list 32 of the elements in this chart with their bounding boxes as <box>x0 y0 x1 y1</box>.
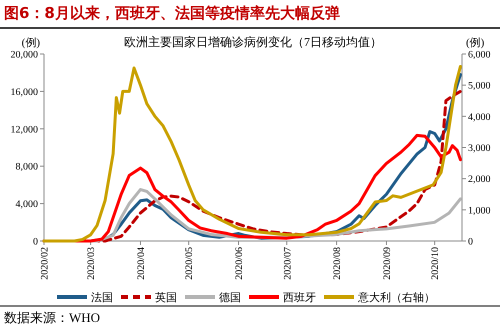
y2-tick-label: 2,000 <box>468 174 490 186</box>
y2-tick-label: 1,000 <box>468 205 490 216</box>
y-axis-title: (例) <box>22 37 40 49</box>
legend-label: 西班牙 <box>283 290 316 304</box>
legend-label: 德国 <box>219 292 241 304</box>
x-tick-label: 2020/06 <box>234 247 246 280</box>
y-tick-label: 16,000 <box>10 86 38 98</box>
y2-axis-title: (例) <box>466 37 485 49</box>
y-tick-label: 8,000 <box>16 162 38 173</box>
x-tick-label: 2020/09 <box>382 247 393 280</box>
legend-label: 意大利（右轴） <box>357 290 435 304</box>
legend-label: 法国 <box>91 290 113 304</box>
source-note: 数据来源：WHO <box>4 310 100 325</box>
y2-tick-label: 4,000 <box>468 112 490 123</box>
x-tick-label: 2020/10 <box>430 247 442 280</box>
y-tick-label: 4,000 <box>16 199 38 210</box>
x-tick-label: 2020/05 <box>184 247 196 280</box>
legend-label: 英国 <box>155 290 177 304</box>
x-tick-label: 2020/04 <box>136 247 147 280</box>
x-tick-label: 2020/02 <box>40 247 50 280</box>
y2-tick-label: 6,000 <box>468 50 490 60</box>
x-tick-label: 2020/03 <box>86 247 98 280</box>
y-tick-label: 20,000 <box>10 50 38 60</box>
y2-tick-label: 3,000 <box>468 143 490 154</box>
chart-subtitle: 欧洲主要国家日增确诊病例变化（7日移动均值） <box>124 35 382 49</box>
y2-tick-label: 0 <box>468 236 473 248</box>
y-tick-label: 12,000 <box>10 124 38 136</box>
x-tick-label: 2020/07 <box>282 247 294 280</box>
chart-title: 图6：8月以来，西班牙、法国等疫情率先大幅反弹 <box>4 4 340 22</box>
y-tick-label: 0 <box>33 236 38 248</box>
y2-tick-label: 5,000 <box>468 80 490 92</box>
x-tick-label: 2020/08 <box>332 247 344 280</box>
